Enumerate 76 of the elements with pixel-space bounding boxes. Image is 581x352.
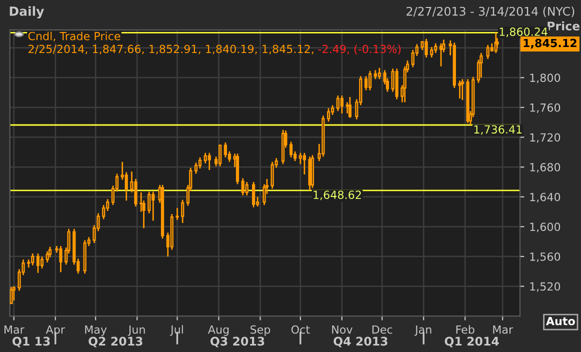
candlestick [102,204,106,220]
x-tick-label: May [85,325,107,336]
candlestick [148,190,151,214]
candlestick [458,80,462,100]
x-tick-label: Sep [250,325,270,336]
candlestick [152,190,155,222]
y-tick-label: 1,520 [530,282,560,292]
annotation: Cndl, Trade Price [28,32,120,42]
annotation: -2.49, (-0.13%) [318,44,401,54]
x2-tick-label: Q3 2013 [210,336,264,348]
candlestick [302,152,306,176]
candlestick [198,156,202,170]
y-tick-label: 1,800 [530,74,560,84]
candlestick [262,183,266,206]
candlestick [298,152,302,165]
ref-line-label: 1,648.62 [314,190,361,200]
y-tick-label: 1,600 [530,222,560,232]
text: 1,845.12 [524,38,576,49]
x-tick-label: Feb [456,325,474,334]
y-tick-label: 1,720 [530,133,560,143]
candlestick [364,75,368,91]
x-tick-label: Mar [493,325,514,334]
candlestick [434,42,438,54]
candlestick [245,181,248,196]
candlestick [252,181,256,208]
candlestick [208,152,211,171]
candlestick [439,42,443,68]
candlestick [430,46,434,58]
candlestick [46,250,49,264]
candlestick [12,286,16,302]
candlestick [330,104,334,116]
x-tick-label: Jun [128,325,145,336]
candlestick [40,256,44,270]
chart-title: Daily [10,6,44,18]
candlestick [176,207,179,221]
candlestick [36,252,40,274]
x-tick-label: Jul [170,325,183,336]
candlestick [486,44,490,60]
ref-line-label: 1,736.41 [474,125,522,135]
x-tick-label: Aug [208,325,229,336]
y-tick-label: 1,680 [530,163,560,173]
candlestick [460,78,464,101]
candlestick [181,199,184,224]
candlestick [340,94,344,114]
candlestick [31,252,34,266]
candlestick [336,94,340,112]
annotation: 2/25/2014, 1,847.66, 1,852.91, 1,840.19, 1,845.12, [28,44,314,54]
x2-tick-label: Q4 2013 [334,336,388,348]
x-tick-label: Nov [332,325,352,334]
candlestick [270,161,274,190]
x2-tick-label: Q1 2014 [444,336,499,348]
x-tick-label: Oct [291,325,310,334]
x-tick-label: Dec [372,325,392,334]
candlestick [368,70,372,91]
y-tick-label: 1,560 [530,252,560,262]
text: Auto [546,317,575,326]
candlestick [378,67,381,80]
chart-subtitle: 2/27/2013 - 3/14/2014 (NYC) [406,6,574,18]
candlestick [326,107,330,122]
x2-tick-label: Q1 13 [12,336,50,348]
y-axis-title: Price [548,21,580,30]
ref-line-label: 1,860.24 [500,28,548,38]
x-tick-label: Jan [414,325,432,336]
candlestick [424,38,428,58]
candlestick [348,96,352,119]
x-tick-label: Mar [4,325,24,334]
candlestick [59,245,62,273]
candlestick [224,142,227,158]
candlestick [194,162,198,174]
candlestick [289,141,293,158]
candlestick [218,144,222,167]
candlestick [124,172,128,202]
y-tick-label: 1,640 [530,192,560,202]
x2-tick-label: Q2 2013 [88,336,142,348]
y-tick-label: 1,760 [530,103,560,113]
candlestick [241,178,244,196]
